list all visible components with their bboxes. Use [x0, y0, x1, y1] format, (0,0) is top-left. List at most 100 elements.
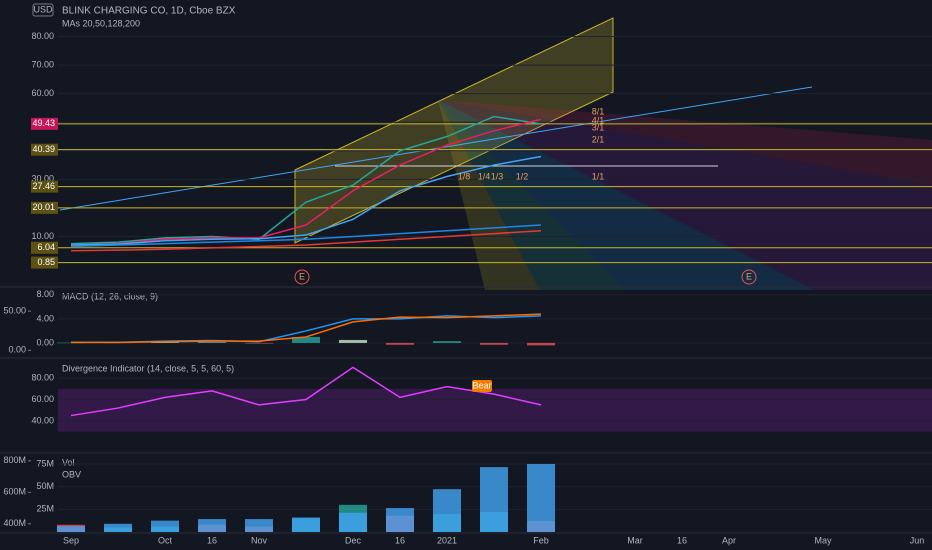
- price-label: 6.04: [37, 242, 55, 252]
- annotation: Bear: [472, 380, 491, 390]
- bar: [198, 342, 226, 343]
- bar: [386, 342, 414, 345]
- fan-zone: [438, 100, 540, 290]
- y2-tick-label: 0.00: [8, 345, 26, 355]
- y-tick-label: 0.00: [36, 337, 54, 347]
- y-tick-label: 50M: [36, 481, 54, 491]
- price-label: 27.46: [32, 181, 55, 191]
- x-tick-label: 16: [395, 535, 405, 545]
- currency-box[interactable]: [32, 3, 54, 17]
- y-tick-label: 10.00: [31, 231, 54, 241]
- bar: [339, 512, 367, 532]
- y2-tick-label: 50.00: [3, 306, 26, 316]
- y-tick-label: 60.00: [31, 394, 54, 404]
- x-tick-label: 2021: [437, 535, 457, 545]
- bar: [104, 523, 132, 532]
- y2-tick-label: 800M: [3, 455, 26, 465]
- x-tick-label: Mar: [627, 535, 643, 545]
- y-tick-label: 70.00: [31, 59, 54, 69]
- bar: [386, 508, 414, 532]
- series-line: [70, 118, 542, 246]
- panel-title: Vol: [62, 457, 75, 467]
- price-label: 20.01: [32, 202, 55, 212]
- y-tick-label: 80.00: [31, 372, 54, 382]
- fan-zone: [438, 100, 932, 185]
- x-tick-label: Apr: [722, 535, 736, 545]
- price-label-box: [31, 201, 58, 214]
- fan-zone: [438, 100, 625, 290]
- annotation: 1/3: [491, 171, 504, 181]
- annotation: 8/1: [592, 106, 605, 116]
- series-line: [71, 313, 542, 344]
- bar: [480, 342, 508, 345]
- bar: [339, 339, 367, 343]
- price-label-box: [31, 117, 58, 130]
- annotation: 1/1: [592, 171, 605, 181]
- earnings-marker: [741, 269, 757, 285]
- bar: [151, 520, 179, 532]
- x-tick-label: Dec: [345, 535, 362, 545]
- bar: [245, 519, 273, 532]
- x-tick-label: Jun: [910, 535, 925, 545]
- price-label-box: [31, 241, 58, 254]
- trend-line: [59, 86, 813, 211]
- annotation-box: [472, 380, 492, 392]
- x-tick-label: 16: [207, 535, 217, 545]
- x-tick-label: Feb: [533, 535, 549, 545]
- bar: [151, 342, 179, 343]
- series-line: [70, 224, 542, 248]
- price-label-box: [31, 180, 58, 193]
- bar: [480, 467, 508, 532]
- panel-subtitle: OBV: [62, 469, 81, 479]
- bar: [527, 342, 555, 346]
- chart-subtitle: MAs 20,50,128,200: [62, 18, 140, 28]
- annotation: 1/4: [478, 171, 491, 181]
- series-line: [70, 366, 542, 417]
- x-tick-label: May: [814, 535, 832, 545]
- band: [58, 388, 932, 432]
- price-label-box: [31, 256, 58, 269]
- annotation: 1/8: [458, 171, 471, 181]
- y-tick-label: 8.00: [36, 289, 54, 299]
- bar: [433, 489, 461, 532]
- annotation: 2/1: [592, 134, 605, 144]
- currency: USD: [33, 4, 53, 14]
- price-label: 0.85: [37, 257, 55, 267]
- bar: [433, 341, 461, 343]
- panel-title: Divergence Indicator (14, close, 5, 5, 6…: [62, 363, 234, 373]
- x-tick-label: Nov: [251, 535, 268, 545]
- annotation: 3/1: [592, 122, 605, 132]
- earnings-marker: [294, 269, 310, 285]
- y-tick-label: 60.00: [31, 88, 54, 98]
- annotation: E: [746, 271, 752, 281]
- y-tick-label: 75M: [36, 458, 54, 468]
- bar: [57, 526, 85, 532]
- price-label: 40.39: [32, 144, 55, 154]
- bar: [245, 342, 273, 344]
- bar: [292, 517, 320, 532]
- price-label-box: [31, 143, 58, 156]
- x-tick-label: Sep: [63, 535, 79, 545]
- bar: [198, 519, 226, 532]
- x-tick-label: Oct: [158, 535, 173, 545]
- chart-title: BLINK CHARGING CO, 1D, Cboe BZX: [62, 6, 236, 17]
- y-tick-label: 4.00: [36, 313, 54, 323]
- annotation: 4/1: [592, 115, 605, 125]
- panel-title: MACD (12, 26, close, 9): [62, 291, 158, 301]
- fan-zone: [438, 100, 932, 290]
- y-tick-label: 30.00: [31, 174, 54, 184]
- series-line: [70, 115, 542, 245]
- bar: [292, 336, 320, 343]
- annotation: 1/2: [516, 171, 529, 181]
- y2-tick-label: 400M: [3, 518, 26, 528]
- series-line: [70, 229, 542, 252]
- y2-tick-label: 600M: [3, 487, 26, 497]
- bar: [527, 463, 555, 532]
- annotation: E: [299, 271, 305, 281]
- x-tick-label: 16: [677, 535, 687, 545]
- y-tick-label: 40.00: [31, 415, 54, 425]
- y-tick-label: 80.00: [31, 31, 54, 41]
